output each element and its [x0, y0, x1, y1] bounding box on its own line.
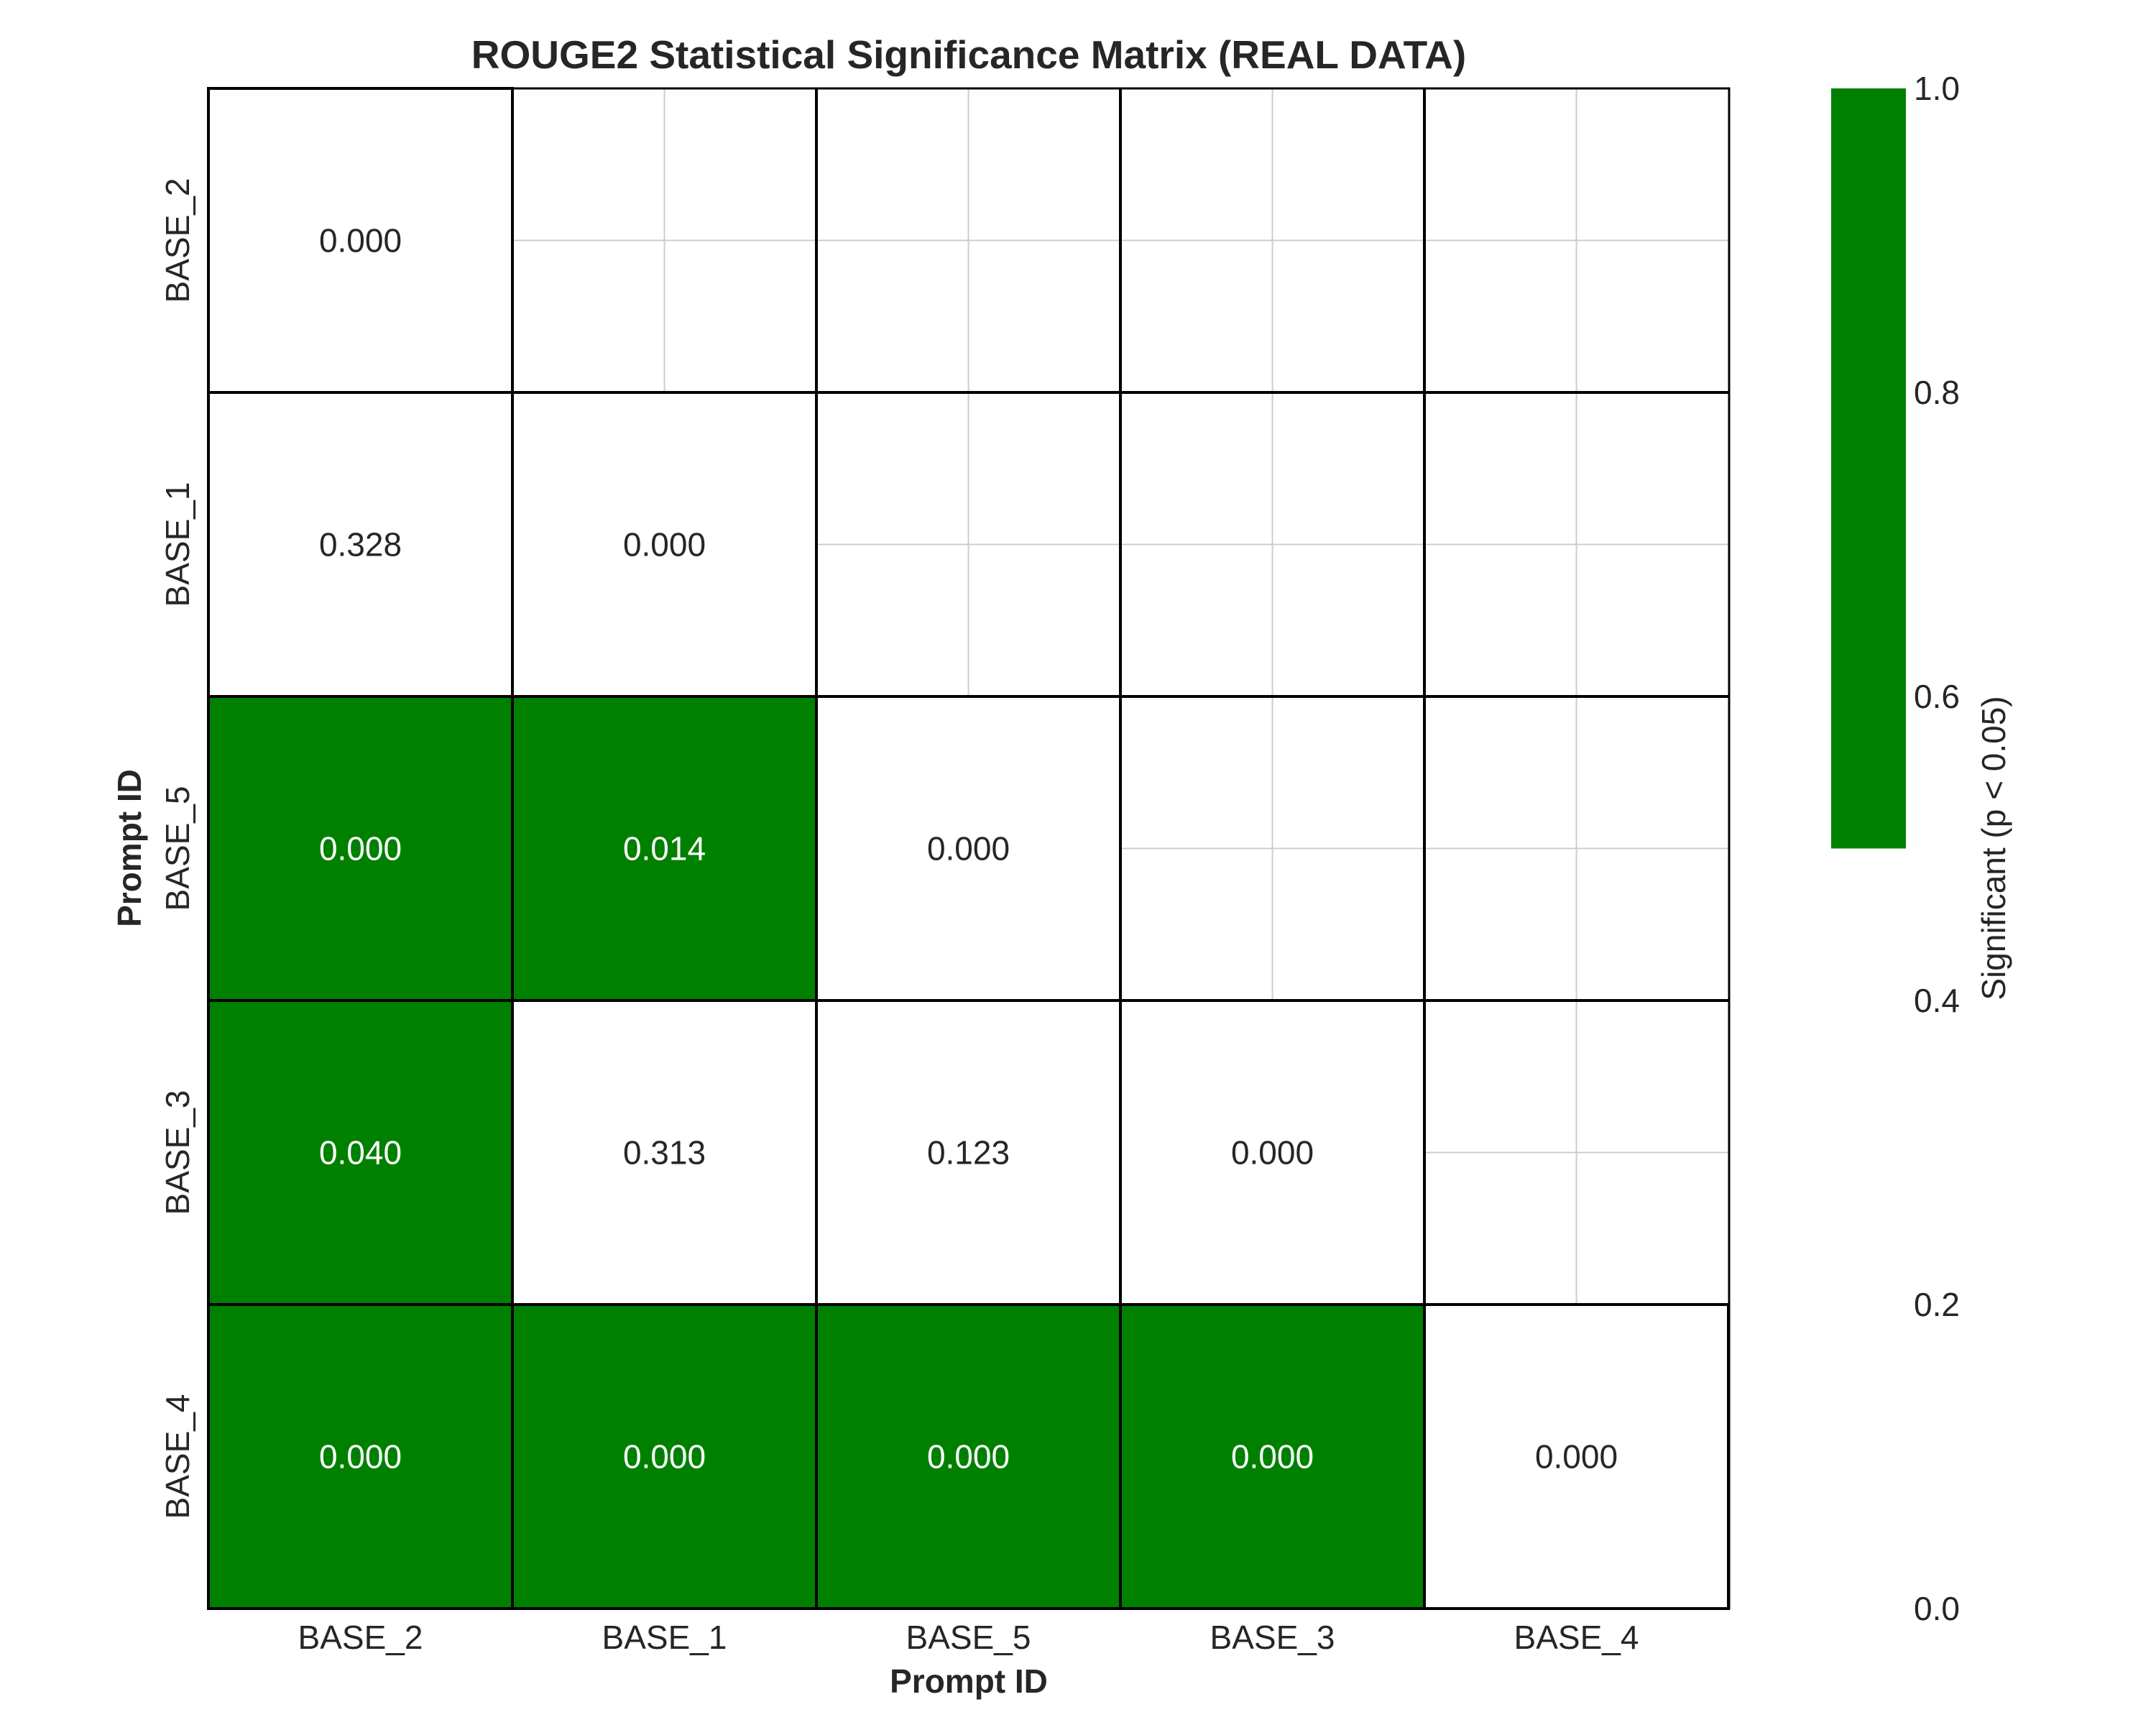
colorbar-ticks: 0.0 0.2 0.4 0.6 0.8 1.0 [1914, 70, 1960, 1627]
colorbar-tick-label: 0.8 [1914, 374, 1960, 411]
heatmap-cell [511, 695, 818, 1002]
x-axis-label: Prompt ID [890, 1662, 1048, 1700]
heatmap-cell [511, 999, 818, 1306]
cell-value-label: 0.313 [623, 1134, 706, 1172]
cell-value-label: 0.000 [927, 830, 1010, 868]
cell-value-label: 0.000 [319, 1438, 402, 1476]
colorbar-tick-label: 0.4 [1914, 982, 1960, 1019]
x-tick-label: BASE_5 [906, 1619, 1031, 1656]
heatmap-cell [511, 391, 818, 698]
heatmap-cell [207, 999, 514, 1306]
y-tick-label: BASE_5 [159, 786, 196, 911]
x-tick-label: BASE_2 [298, 1619, 423, 1656]
cell-value-label: 0.000 [623, 1438, 706, 1476]
y-tick-label: BASE_1 [159, 482, 196, 607]
y-tick-label: BASE_3 [159, 1090, 196, 1215]
cell-value-label: 0.040 [319, 1134, 402, 1172]
heatmap-cell [815, 695, 1122, 1002]
x-tick-label: BASE_4 [1514, 1619, 1639, 1656]
cell-value-label: 0.000 [1535, 1438, 1618, 1476]
heatmap-cell [1423, 1303, 1730, 1610]
colorbar-tick-label: 1.0 [1914, 70, 1960, 107]
y-tick-label: BASE_4 [159, 1394, 196, 1519]
heatmap-cell [207, 695, 514, 1002]
plot-frame [207, 87, 1731, 1610]
chart-title: ROUGE2 Statistical Significance Matrix (… [471, 32, 1466, 77]
x-tick-label: BASE_1 [602, 1619, 727, 1656]
y-axis-label: Prompt ID [111, 769, 148, 927]
cell-value-label: 0.000 [319, 830, 402, 868]
heatmap-cell [1119, 1303, 1426, 1610]
cell-value-label: 0.000 [1231, 1134, 1314, 1172]
cell-value-label: 0.000 [1231, 1438, 1314, 1476]
heatmap-cell [815, 999, 1122, 1306]
cell-value-label: 0.328 [319, 526, 402, 564]
x-tick-label: BASE_3 [1210, 1619, 1335, 1656]
y-tick-labels: BASE_2 BASE_1 BASE_5 BASE_3 BASE_4 [159, 178, 196, 1519]
colorbar-tick-label: 0.2 [1914, 1286, 1960, 1323]
cell-value-label: 0.000 [927, 1438, 1010, 1476]
colorbar-tick-label: 0.6 [1914, 678, 1960, 715]
heatmap-cells: 0.000 0.328 0.000 0.000 0.014 0.000 0.040 0.313… [207, 87, 1730, 1610]
colorbar-fill [1831, 88, 1906, 849]
cell-value-label: 0.000 [319, 222, 402, 259]
colorbar-tick-label: 0.0 [1914, 1590, 1960, 1627]
colorbar-label: Significant (p < 0.05) [1975, 696, 2012, 1000]
cell-value-label: 0.014 [623, 830, 706, 868]
heatmap-cell [1119, 999, 1426, 1306]
x-tick-labels: BASE_2 BASE_1 BASE_5 BASE_3 BASE_4 [298, 1619, 1639, 1656]
y-tick-label: BASE_2 [159, 178, 196, 303]
cell-value-label: 0.123 [927, 1134, 1010, 1172]
cell-value-label: 0.000 [623, 526, 706, 564]
